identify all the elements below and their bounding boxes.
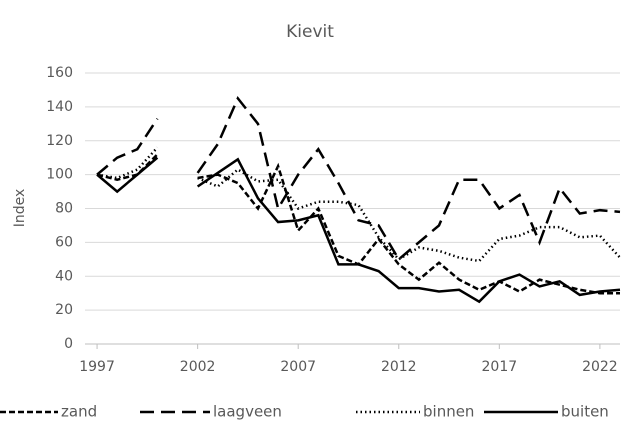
x-tick-label: 2002 (180, 359, 216, 375)
y-tick-label: 20 (55, 302, 73, 318)
y-tick-label: 0 (64, 336, 73, 352)
y-tick-label: 160 (46, 65, 73, 81)
legend-label: binnen (423, 403, 474, 421)
x-tick-label: 2007 (280, 359, 316, 375)
x-tick-label: 2012 (381, 359, 417, 375)
legend-label: zand (61, 403, 97, 421)
y-tick-label: 100 (46, 167, 73, 183)
legend-label: laagveen (213, 403, 282, 421)
x-tick-label: 2017 (482, 359, 518, 375)
series-line (96, 96, 621, 262)
y-tick-label: 120 (46, 133, 73, 149)
y-axis-label: Index (12, 189, 28, 228)
y-tick-label: 40 (55, 268, 73, 284)
legend-label: buiten (561, 403, 609, 421)
y-tick-label: 80 (55, 201, 73, 217)
series-line (96, 153, 620, 295)
x-tick-label: 1997 (79, 359, 115, 375)
y-tick-label: 60 (55, 234, 73, 250)
chart-title: Kievit (286, 22, 334, 42)
y-tick-label: 140 (46, 99, 73, 115)
series-line (96, 146, 621, 263)
series-line (96, 156, 621, 304)
x-tick-label: 2022 (582, 359, 618, 375)
